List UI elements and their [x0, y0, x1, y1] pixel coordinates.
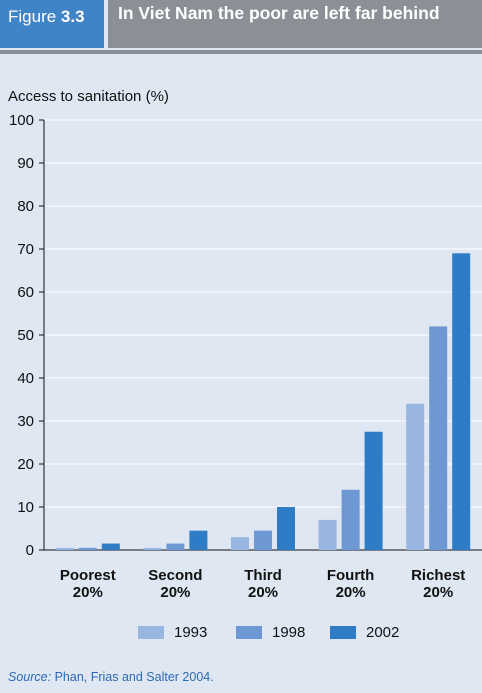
legend-item: 1993 — [138, 622, 207, 642]
bar — [143, 547, 162, 550]
bar — [406, 403, 425, 550]
legend-swatch — [236, 625, 262, 639]
x-category-label: 20% — [160, 584, 190, 601]
y-tick-label: 60 — [17, 284, 34, 301]
y-axis-title: Access to sanitation (%) — [8, 88, 169, 105]
bar — [189, 530, 208, 550]
x-category-label: Second — [148, 567, 202, 584]
figure-label: Figure 3.3 — [0, 0, 104, 48]
y-tick-label: 40 — [17, 370, 34, 387]
legend-label: 1993 — [174, 623, 208, 641]
bar — [231, 537, 249, 550]
x-category-label: Fourth — [327, 567, 374, 584]
figure-label-prefix: Figure — [8, 7, 57, 26]
bar — [318, 519, 337, 550]
x-category-label: Poorest — [60, 567, 116, 584]
y-tick-label: 30 — [17, 413, 34, 430]
y-tick-label: 80 — [17, 198, 34, 215]
bar — [55, 547, 74, 550]
x-category-label: Third — [244, 567, 282, 584]
bar — [78, 547, 97, 550]
legend-label: 1998 — [272, 623, 306, 641]
bar — [277, 507, 295, 550]
chart-legend: 1993 1998 2002 — [0, 622, 482, 642]
x-category-label: 20% — [248, 584, 278, 601]
y-tick-label: 70 — [17, 241, 34, 258]
source-note: Source: Phan, Frias and Salter 2004. — [8, 670, 214, 684]
bar — [452, 253, 471, 551]
source-text: Phan, Frias and Salter 2004. — [54, 670, 214, 684]
x-category-label: 20% — [73, 584, 103, 601]
y-tick-label: 10 — [17, 499, 34, 516]
legend-swatch — [138, 625, 164, 639]
bar — [364, 431, 383, 550]
y-tick-label: 20 — [17, 456, 34, 473]
y-tick-label: 0 — [26, 542, 34, 559]
bar — [101, 543, 120, 550]
figure-header: Figure 3.3 In Viet Nam the poor are left… — [0, 0, 482, 48]
y-tick-label: 90 — [17, 155, 34, 172]
figure-number: 3.3 — [60, 7, 85, 26]
y-tick-label: 50 — [17, 327, 34, 344]
bar — [166, 543, 185, 550]
x-category-label: Richest — [411, 567, 465, 584]
legend-swatch — [330, 625, 356, 639]
y-tick-label: 100 — [9, 112, 34, 129]
x-category-label: 20% — [336, 584, 366, 601]
bar-chart: 0102030405060708090100Poorest20%Second20… — [9, 112, 482, 601]
legend-item: 1998 — [236, 622, 305, 642]
figure-title: In Viet Nam the poor are left far behind — [108, 0, 482, 48]
bar — [254, 530, 272, 550]
legend-label: 2002 — [366, 623, 400, 641]
bar — [429, 326, 448, 550]
bar — [341, 489, 360, 550]
header-divider — [0, 50, 482, 54]
source-label: Source: — [8, 670, 52, 684]
x-category-label: 20% — [423, 584, 453, 601]
legend-item: 2002 — [330, 622, 399, 642]
